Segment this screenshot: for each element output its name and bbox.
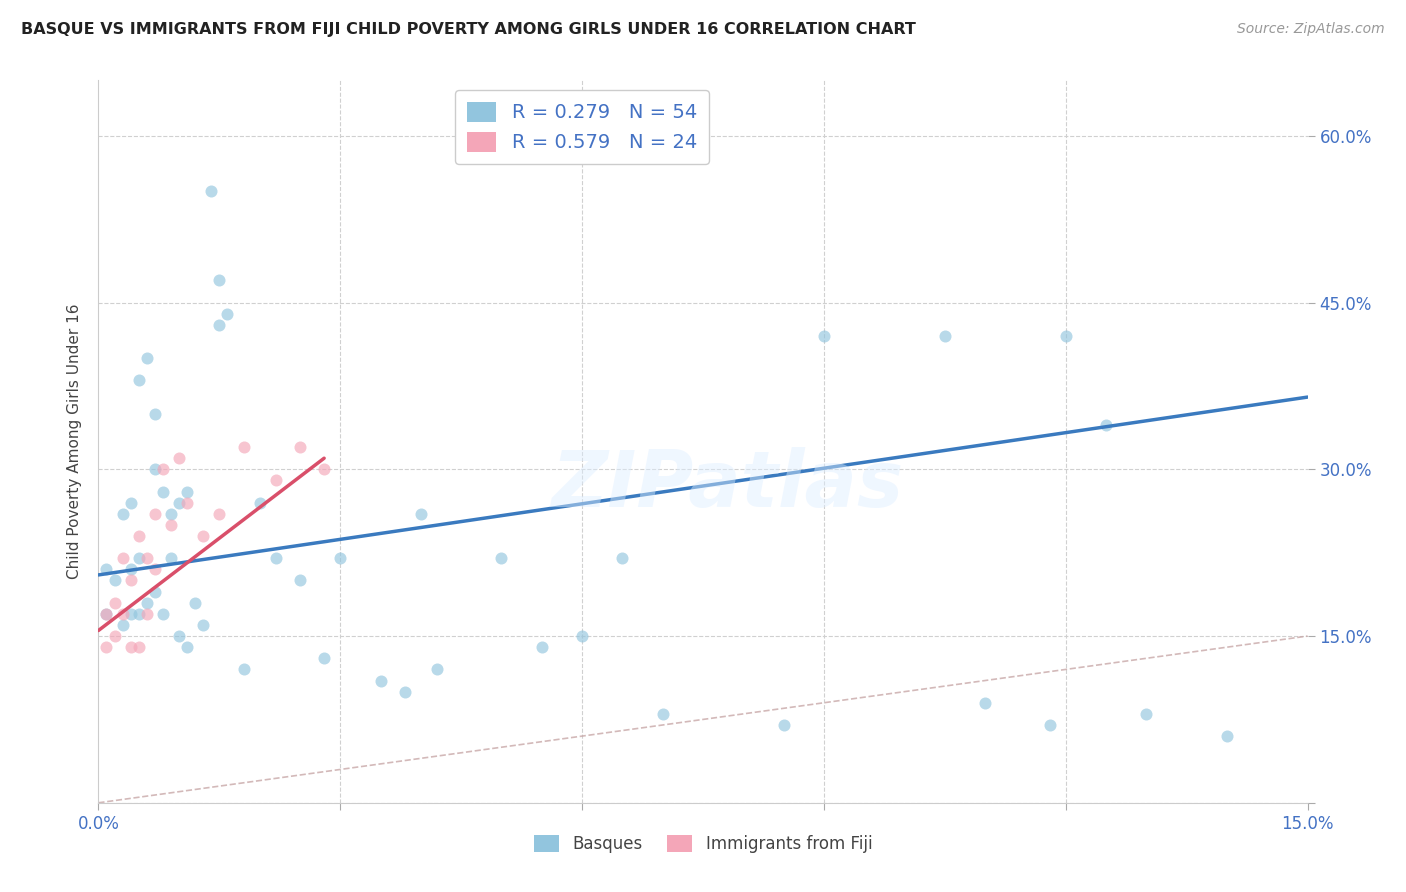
Point (135, 551, 157, 566)
Point (135, 596, 157, 610)
Legend: Basques, Immigrants from Fiji: Basques, Immigrants from Fiji (527, 828, 879, 860)
Point (143, 462, 166, 476)
Point (111, 507, 134, 521)
Point (176, 640, 198, 655)
Point (160, 551, 183, 566)
Point (1216, 729, 1239, 743)
Point (1054, 329, 1077, 343)
Point (208, 273, 231, 287)
Point (571, 629, 593, 643)
Point (934, 329, 956, 343)
Point (329, 551, 352, 566)
Point (208, 507, 231, 521)
Point (612, 551, 634, 566)
Point (491, 551, 513, 566)
Point (111, 551, 134, 566)
Point (193, 529, 215, 543)
Point (152, 462, 174, 476)
Point (264, 551, 287, 566)
Point (1095, 417, 1118, 432)
Point (249, 496, 271, 510)
Point (232, 440, 254, 454)
Point (288, 574, 311, 588)
Point (152, 607, 174, 621)
Point (772, 718, 794, 732)
Point (143, 562, 166, 576)
Point (314, 651, 336, 665)
Point (120, 574, 142, 588)
Point (120, 496, 142, 510)
Point (128, 607, 150, 621)
Point (176, 496, 198, 510)
Point (176, 484, 198, 499)
Point (200, 185, 222, 199)
Point (208, 318, 231, 332)
Point (974, 696, 997, 710)
Point (103, 574, 125, 588)
Point (167, 451, 190, 466)
Point (120, 607, 142, 621)
Point (143, 407, 166, 421)
Text: ZIPatlas: ZIPatlas (551, 447, 903, 523)
Point (370, 673, 392, 688)
Point (160, 507, 183, 521)
Point (111, 618, 134, 632)
Point (167, 629, 190, 643)
Point (96, 562, 118, 576)
Point (409, 507, 432, 521)
Point (651, 706, 673, 721)
Point (160, 517, 183, 532)
Point (394, 684, 416, 698)
Point (96, 607, 118, 621)
Point (111, 607, 134, 621)
Point (152, 484, 174, 499)
Point (120, 640, 142, 655)
Point (143, 584, 166, 599)
Point (135, 607, 157, 621)
Point (232, 662, 254, 676)
Point (1039, 718, 1062, 732)
Point (314, 462, 336, 476)
Point (103, 596, 125, 610)
Y-axis label: Child Poverty Among Girls Under 16: Child Poverty Among Girls Under 16 (67, 304, 83, 579)
Point (128, 529, 150, 543)
Point (128, 373, 150, 387)
Text: BASQUE VS IMMIGRANTS FROM FIJI CHILD POVERTY AMONG GIRLS UNDER 16 CORRELATION CH: BASQUE VS IMMIGRANTS FROM FIJI CHILD POV… (21, 22, 915, 37)
Point (217, 307, 239, 321)
Point (813, 329, 835, 343)
Point (1135, 706, 1157, 721)
Point (128, 551, 150, 566)
Point (288, 440, 311, 454)
Text: Source: ZipAtlas.com: Source: ZipAtlas.com (1237, 22, 1385, 37)
Point (120, 562, 142, 576)
Point (96, 640, 118, 655)
Point (96, 607, 118, 621)
Point (193, 618, 215, 632)
Point (184, 596, 207, 610)
Point (167, 496, 190, 510)
Point (426, 662, 449, 676)
Point (103, 629, 125, 643)
Point (143, 507, 166, 521)
Point (135, 351, 157, 366)
Point (264, 474, 287, 488)
Point (128, 640, 150, 655)
Point (530, 640, 553, 655)
